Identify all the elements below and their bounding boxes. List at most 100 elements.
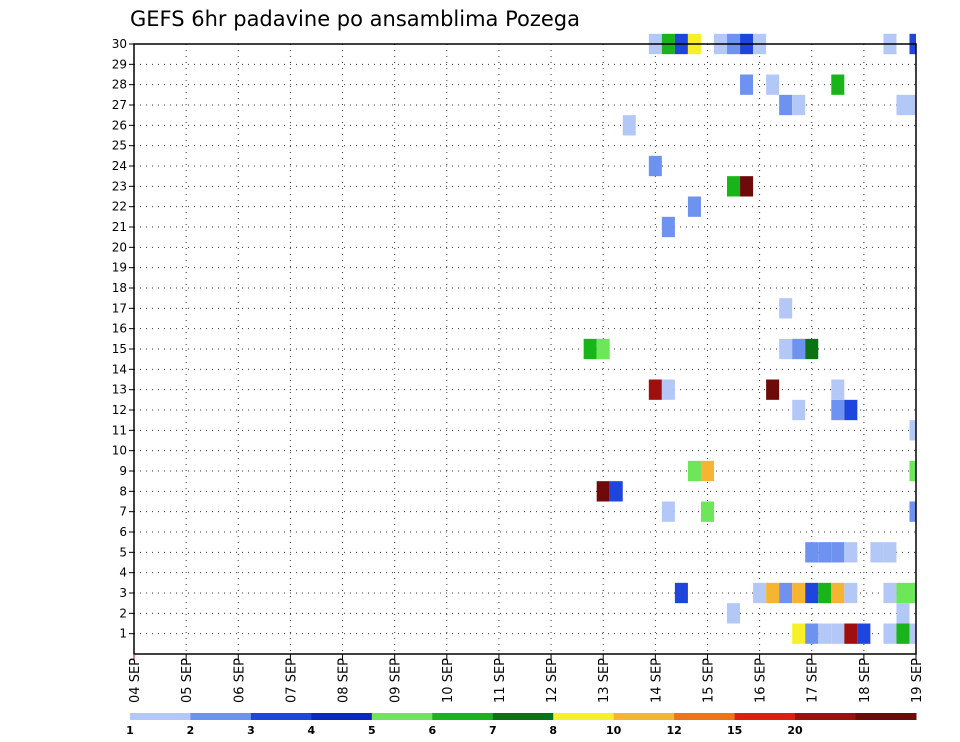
precipitation-cell <box>805 338 819 360</box>
precipitation-cell <box>661 501 675 522</box>
y-tick-label: 5 <box>119 545 127 559</box>
colorbar-swatch <box>674 713 736 720</box>
precipitation-cell <box>818 623 832 644</box>
grid-lines <box>134 44 916 654</box>
colorbar-tick-label: 7 <box>489 724 497 737</box>
y-tick-label: 28 <box>112 78 127 92</box>
precipitation-cell <box>896 582 910 604</box>
precipitation-cell <box>792 94 806 116</box>
y-tick-label: 10 <box>112 444 127 458</box>
precipitation-cell <box>753 582 767 604</box>
precipitation-cell <box>700 460 714 482</box>
precipitation-cell <box>805 542 819 563</box>
precipitation-cell <box>818 542 832 563</box>
y-tick-label: 26 <box>112 118 127 132</box>
x-tick-label: 10 SEP <box>441 658 456 703</box>
x-tick-label: 12 SEP <box>545 658 560 703</box>
x-tick-label: 19 SEP <box>910 658 925 703</box>
y-tick-label: 14 <box>112 362 127 376</box>
precipitation-cell <box>909 94 916 116</box>
x-tick-label: 17 SEP <box>806 658 821 703</box>
x-axis: 04 SEP 05 SEP 06 SEP 07 SEP 08 SEP 09 SEP 10 S… <box>128 654 925 703</box>
precipitation-cell <box>687 196 701 217</box>
colorbar-swatch <box>613 713 675 720</box>
colorbar-tick-label: 2 <box>187 724 195 737</box>
precipitation-cell <box>883 542 897 563</box>
y-tick-label: 16 <box>112 322 127 336</box>
precipitation-cell <box>805 623 819 644</box>
x-tick-label: 13 SEP <box>597 658 612 703</box>
precipitation-cell <box>792 399 806 421</box>
y-tick-label: 17 <box>112 301 127 315</box>
precipitation-cell <box>779 582 793 604</box>
precipitation-cell <box>740 74 754 95</box>
y-tick-label: 3 <box>119 586 127 600</box>
y-tick-label: 13 <box>112 383 127 397</box>
precipitation-cell <box>596 481 610 502</box>
colorbar-tick-label: 4 <box>308 724 316 737</box>
precipitation-cells <box>583 33 916 644</box>
x-tick-label: 15 SEP <box>701 658 716 703</box>
x-tick-label: 07 SEP <box>284 658 299 703</box>
colorbar-tick-label: 1 <box>126 724 134 737</box>
x-tick-label: 16 SEP <box>754 658 769 703</box>
x-tick-label: 14 SEP <box>649 658 664 703</box>
precipitation-cell <box>831 623 845 644</box>
colorbar-tick-label: 20 <box>787 724 803 737</box>
colorbar-swatch <box>371 713 433 720</box>
precipitation-cell <box>609 481 623 502</box>
y-tick-label: 20 <box>112 240 127 254</box>
colorbar-tick-label: 8 <box>549 724 557 737</box>
x-tick-label: 09 SEP <box>389 658 404 703</box>
y-tick-label: 24 <box>112 159 127 173</box>
precipitation-cell <box>779 298 793 319</box>
precipitation-cell <box>700 501 714 522</box>
x-tick-label: 06 SEP <box>232 658 247 703</box>
colorbar-tick-label: 5 <box>368 724 376 737</box>
y-tick-label: 2 <box>119 606 127 620</box>
precipitation-cell <box>857 623 871 644</box>
y-tick-label: 4 <box>119 566 127 580</box>
precipitation-cell <box>792 338 806 360</box>
y-tick-label: 7 <box>119 505 127 519</box>
y-axis: 1234567891011121314151617181920212223242… <box>112 37 134 641</box>
precipitation-cell <box>909 623 916 644</box>
y-tick-label: 25 <box>112 139 127 153</box>
precipitation-cell <box>844 542 858 563</box>
precipitation-cell <box>766 379 780 400</box>
precipitation-cell <box>687 460 701 482</box>
precipitation-cell <box>844 623 858 644</box>
precipitation-cell <box>844 582 858 604</box>
y-tick-label: 18 <box>112 281 127 295</box>
precipitation-cell <box>779 338 793 360</box>
colorbar-tick-label: 10 <box>606 724 622 737</box>
colorbar-swatch <box>130 713 191 720</box>
precipitation-cell <box>661 216 675 238</box>
precipitation-cell <box>831 542 845 563</box>
precipitation-cell <box>909 582 916 604</box>
precipitation-cell <box>818 582 832 604</box>
precipitation-cell <box>779 94 793 116</box>
y-tick-label: 22 <box>112 200 127 214</box>
precipitation-cell <box>727 176 741 197</box>
precipitation-cell <box>622 115 636 136</box>
colorbar-swatch <box>250 713 312 720</box>
colorbar-swatch <box>553 713 615 720</box>
precipitation-cell <box>727 603 741 624</box>
precipitation-cell <box>896 94 910 116</box>
x-tick-label: 04 SEP <box>128 658 143 703</box>
precipitation-cell <box>766 582 780 604</box>
y-tick-label: 21 <box>112 220 127 234</box>
colorbar-swatch <box>795 713 857 720</box>
y-tick-label: 19 <box>112 261 127 275</box>
colorbar-swatch <box>734 713 796 720</box>
x-tick-label: 11 SEP <box>493 658 508 703</box>
y-tick-label: 8 <box>119 484 127 498</box>
y-tick-label: 30 <box>112 37 127 51</box>
precipitation-cell <box>661 379 675 400</box>
colorbar-tick-label: 12 <box>666 724 681 737</box>
precipitation-cell <box>909 420 916 441</box>
colorbar-swatch <box>190 713 252 720</box>
colorbar-legend: 1 2 3 4 5 6 7 8 10 12 15 20 <box>126 713 917 737</box>
